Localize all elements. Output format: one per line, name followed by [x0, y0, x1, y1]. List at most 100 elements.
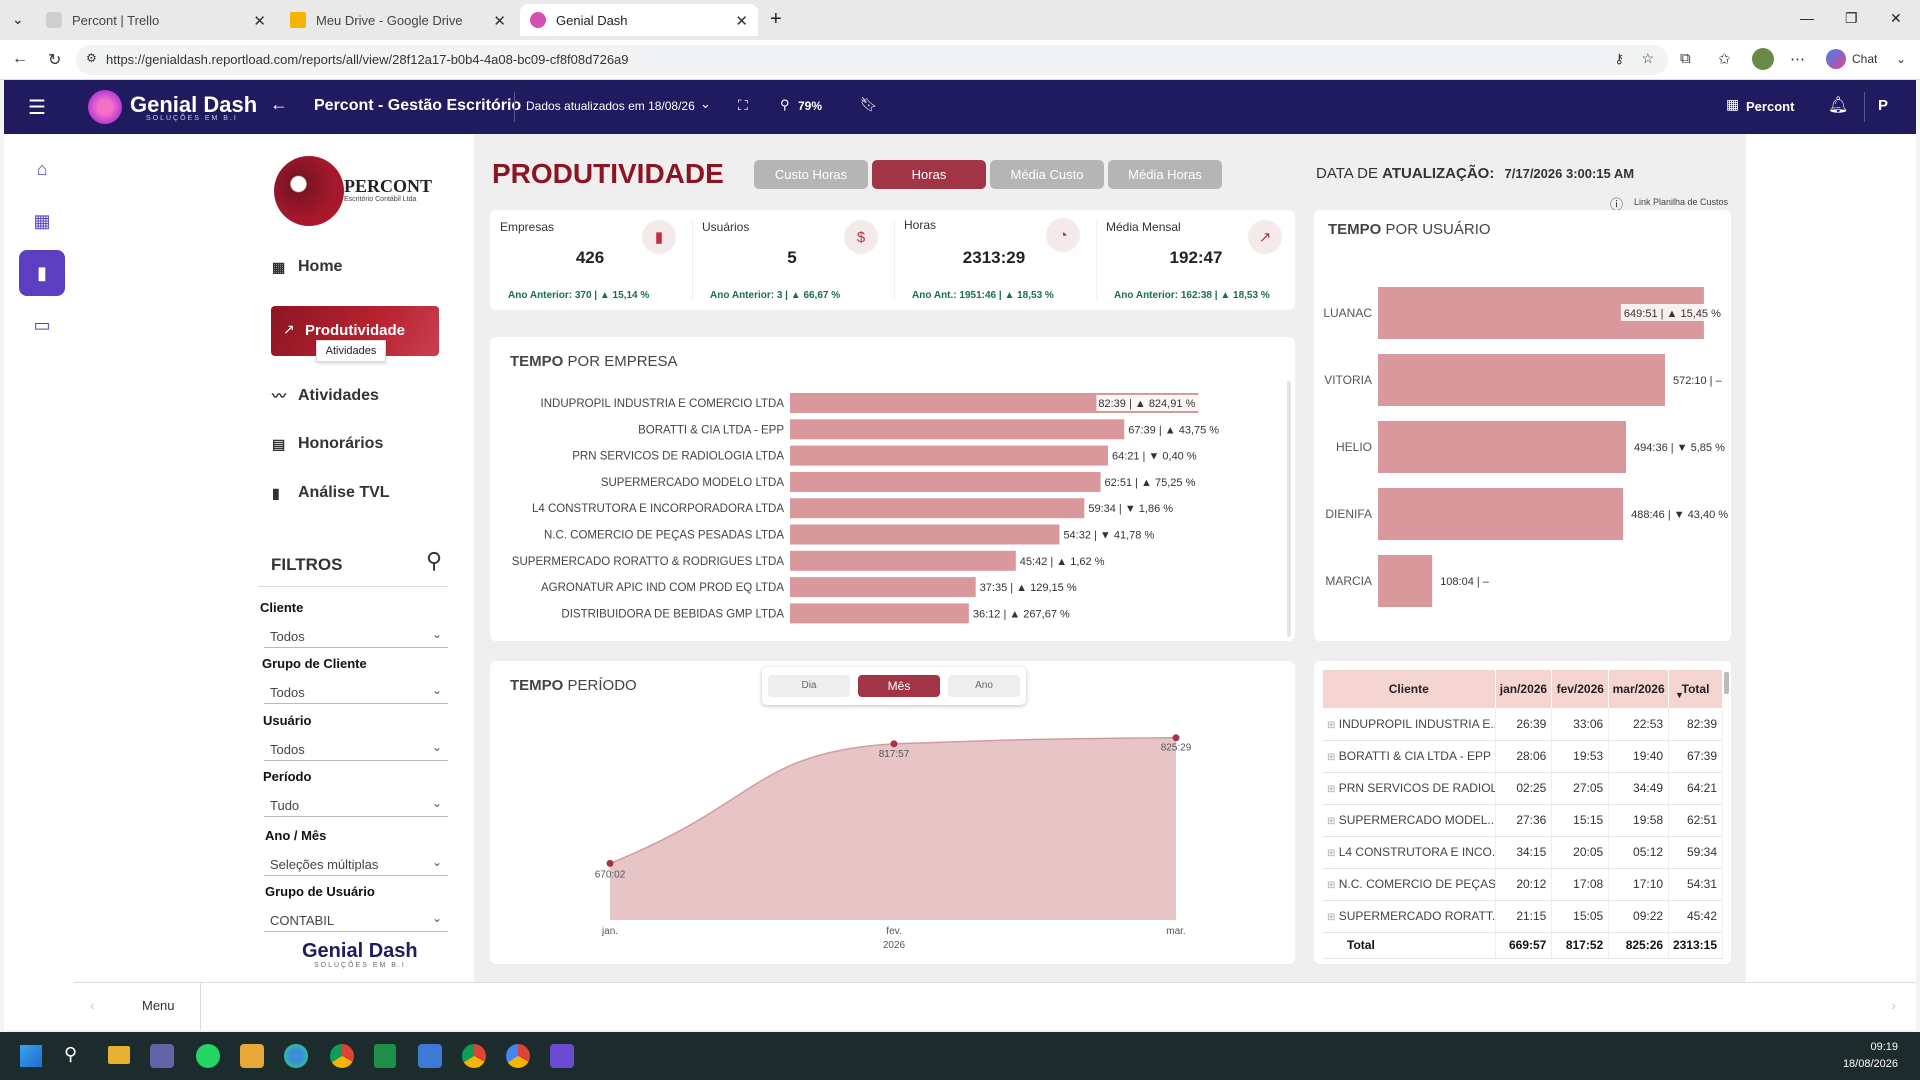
filter-cliente-select[interactable]: Todos ⌄ — [264, 624, 448, 648]
fit-screen-icon[interactable]: ⛶ — [738, 97, 748, 113]
col-header-fev[interactable]: fev/2026 — [1551, 670, 1610, 708]
zoom-level[interactable]: 79% — [798, 99, 823, 113]
zoom-icon[interactable]: ⚲ — [780, 97, 790, 112]
sort-desc-icon[interactable]: ▼ — [1675, 690, 1684, 700]
chat-label[interactable]: Chat — [1852, 52, 1878, 66]
presentation-icon[interactable]: ▭ — [33, 314, 51, 335]
table-scrollbar[interactable] — [1724, 672, 1729, 694]
extensions-icon[interactable]: ⧉ — [1680, 50, 1691, 67]
mail-app-icon[interactable] — [240, 1044, 264, 1068]
browser-tab-genialdash[interactable]: Genial Dash ✕ — [520, 4, 758, 36]
image-app-icon[interactable] — [418, 1044, 442, 1068]
search-icon[interactable]: ⚲ — [64, 1044, 78, 1064]
windows-start-icon[interactable] — [20, 1045, 42, 1067]
filter-usuario-select[interactable]: Todos ⌄ — [264, 737, 448, 761]
new-tab-plus-icon[interactable]: + — [770, 8, 782, 30]
chevron-down-icon[interactable]: ⌄ — [1896, 52, 1907, 66]
table-row[interactable]: ⊞ L4 CONSTRUTORA E INCO... 34:15 20:05 05:1… — [1323, 836, 1723, 869]
file-explorer-icon[interactable] — [108, 1046, 130, 1064]
home-icon[interactable]: ⌂ — [36, 158, 48, 179]
reports-chart-icon[interactable]: ▮ — [19, 250, 65, 296]
calculator-icon[interactable] — [374, 1044, 396, 1068]
scrollbar[interactable] — [1287, 381, 1291, 637]
more-options-icon[interactable]: ⋯ — [1790, 51, 1805, 68]
chrome-icon[interactable] — [330, 1044, 354, 1068]
favorite-star-icon[interactable]: ☆ — [1641, 50, 1654, 66]
hamburger-menu-icon[interactable]: ☰ — [28, 97, 46, 119]
filter-periodo-select[interactable]: Tudo ⌄ — [264, 793, 448, 817]
expand-icon[interactable]: ⊞ — [1327, 880, 1336, 891]
expand-icon[interactable]: ⊞ — [1327, 752, 1336, 763]
col-header-mar[interactable]: mar/2026 — [1608, 670, 1670, 708]
clear-filters-pin-icon[interactable]: ⚲ — [426, 548, 443, 573]
prev-page-icon[interactable]: ‹ — [90, 997, 95, 1013]
restore-icon[interactable]: ❐ — [1845, 10, 1858, 26]
expand-icon[interactable]: ⊞ — [1327, 816, 1336, 827]
dashboard-grid-icon[interactable]: ▦ — [33, 210, 51, 231]
tab-list-chevron-icon[interactable]: ⌄ — [12, 11, 24, 27]
tab-custo-horas[interactable]: Custo Horas — [754, 160, 868, 189]
tab-media-custo[interactable]: Média Custo — [990, 160, 1104, 189]
chrome-profile-icon[interactable] — [506, 1044, 530, 1068]
favorites-icon[interactable]: ✩ — [1718, 51, 1731, 68]
table-row[interactable]: ⊞ BORATTI & CIA LTDA - EPP 28:06 19:53 19:4… — [1323, 740, 1723, 773]
whatsapp-icon[interactable] — [196, 1044, 220, 1068]
nav-honorarios[interactable]: ▤ Honorários — [272, 435, 384, 452]
col-header-cliente[interactable]: Cliente — [1323, 670, 1496, 708]
url-bar[interactable]: ⚙ https://genialdash.reportload.com/repo… — [76, 45, 1668, 75]
browser-tab-trello[interactable]: Percont | Trello ✕ — [36, 4, 276, 36]
bookmark-icon[interactable]: 🔖︎ — [860, 96, 878, 112]
period-ano-button[interactable]: Ano — [948, 675, 1020, 697]
clock-time[interactable]: 09:19 — [1870, 1041, 1898, 1053]
edge-icon[interactable] — [284, 1044, 308, 1068]
cell: 22:53 — [1608, 708, 1670, 741]
data-updated-select[interactable]: Dados atualizados em 18/08/26 — [526, 99, 695, 113]
tab-horas[interactable]: Horas — [872, 160, 986, 189]
minimize-icon[interactable]: — — [1800, 10, 1814, 26]
table-row[interactable]: ⊞ PRN SERVICOS DE RADIOL... 02:25 27:05 34:… — [1323, 772, 1723, 805]
back-arrow-icon[interactable]: ← — [12, 50, 28, 67]
key-icon[interactable]: ⚷ — [1614, 51, 1624, 66]
filter-grupo-usuario-select[interactable]: CONTABIL ⌄ — [264, 908, 448, 932]
copilot-icon[interactable] — [1826, 49, 1846, 69]
nav-home[interactable]: ▦ Home — [272, 258, 343, 275]
expand-icon[interactable]: ⊞ — [1327, 848, 1336, 859]
table-row[interactable]: ⊞ SUPERMERCADO RORATT... 21:15 15:05 09:22 4… — [1323, 900, 1723, 933]
tab-close-icon[interactable]: ✕ — [735, 13, 748, 30]
tab-close-icon[interactable]: ✕ — [253, 13, 266, 30]
table-row[interactable]: ⊞ N.C. COMERCIO DE PEÇAS... 20:12 17:08 17:… — [1323, 868, 1723, 901]
user-avatar[interactable]: P — [1878, 97, 1889, 114]
expand-icon[interactable]: ⊞ — [1327, 719, 1336, 731]
tab-close-icon[interactable]: ✕ — [493, 13, 506, 30]
close-window-icon[interactable]: ✕ — [1890, 10, 1902, 26]
chrome-profile-icon[interactable] — [462, 1044, 486, 1068]
next-page-icon[interactable]: › — [1891, 997, 1896, 1013]
table-row[interactable]: ⊞ INDUPROPIL INDUSTRIA E... 26:39 33:06 22:… — [1323, 708, 1723, 741]
back-arrow-icon[interactable]: ← — [270, 94, 288, 114]
col-header-jan[interactable]: jan/2026 — [1495, 670, 1553, 708]
reload-icon[interactable]: ↻ — [48, 52, 62, 69]
teams-icon[interactable] — [150, 1044, 174, 1068]
table-row[interactable]: ⊞ SUPERMERCADO MODEL... 27:36 15:15 19:58 62… — [1323, 804, 1723, 837]
app-icon[interactable] — [550, 1044, 574, 1068]
expand-icon[interactable]: ⊞ — [1327, 784, 1336, 795]
info-icon[interactable]: ⓘ — [1610, 197, 1624, 212]
chevron-down-icon[interactable]: ⌄ — [700, 96, 711, 111]
period-mes-button[interactable]: Mês — [858, 675, 940, 697]
site-info-icon[interactable]: ⚙ — [86, 51, 97, 65]
link-planilha[interactable]: Link Planilha de Custos — [1634, 197, 1729, 207]
profile-avatar[interactable] — [1752, 48, 1774, 70]
nav-atividades[interactable]: 〰 Atividades — [272, 387, 379, 404]
nav-analise-tvl[interactable]: ▮ Análise TVL — [272, 484, 390, 501]
company-name[interactable]: Percont — [1746, 99, 1795, 114]
filter-ano-mes-select[interactable]: Seleções múltiplas ⌄ — [264, 852, 448, 876]
expand-icon[interactable]: ⊞ — [1327, 912, 1336, 923]
browser-tab-drive[interactable]: Meu Drive - Google Drive ✕ — [280, 4, 516, 36]
period-dia-button[interactable]: Dia — [768, 675, 850, 697]
tab-media-horas[interactable]: Média Horas — [1108, 160, 1222, 189]
notification-bell-icon[interactable]: 🔔︎ — [1828, 97, 1849, 114]
filter-grupo-cliente-select[interactable]: Todos ⌄ — [264, 680, 448, 704]
menu-page-tab[interactable]: Menu — [142, 998, 175, 1013]
clock-date[interactable]: 18/08/2026 — [1842, 1058, 1898, 1070]
col-header-total[interactable]: Total — [1668, 670, 1723, 708]
